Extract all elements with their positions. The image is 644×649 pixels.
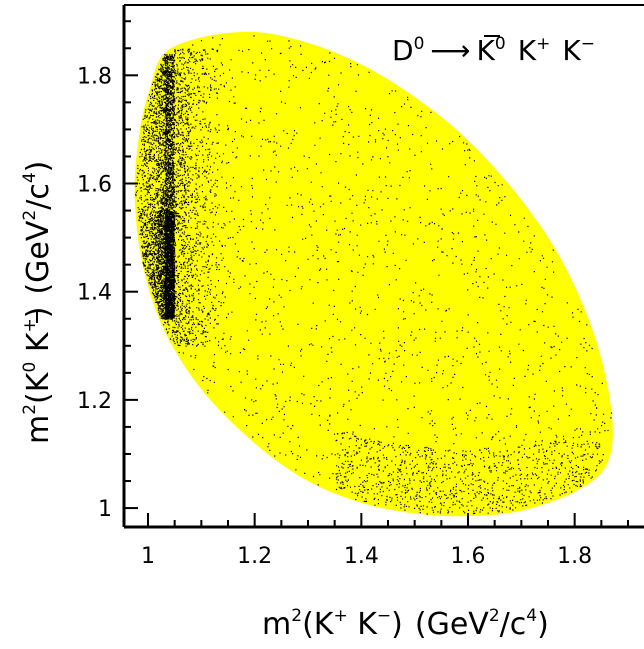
ticks-layer: 1 1.2 1.4 1.6 1.8 1 1.2 1.4 1.6 1.8 <box>77 20 629 569</box>
xlabel-close: ) <box>391 607 403 642</box>
title-k0: K <box>477 34 496 67</box>
ylabel-m-sup: 2 <box>20 404 40 415</box>
y-tick-label: 1.2 <box>77 389 112 414</box>
ylabel-close: ) <box>21 307 56 319</box>
ylabel-mid: K <box>21 331 56 362</box>
title-parent-sup: 0 <box>414 34 425 54</box>
y-tick-label: 1.4 <box>77 281 112 306</box>
ylabel-kplus-sup: + <box>20 318 40 332</box>
xlabel-unit-mid: /c <box>500 607 527 642</box>
title-kplus: K <box>518 34 537 67</box>
ylabel-unit-open: (GeV <box>21 220 56 294</box>
ylabel-unit-mid: /c <box>21 183 56 210</box>
xlabel-gev-sup: 2 <box>489 606 500 626</box>
title-arrow: ⟶ <box>430 34 470 67</box>
xlabel-m-sup: 2 <box>291 606 302 626</box>
x-tick-label: 1.8 <box>557 544 592 569</box>
y-axis-label: m2(K0 K+)(GeV2/c4) <box>20 161 56 444</box>
xlabel-c-sup: 4 <box>526 606 537 626</box>
x-tick-label: 1.4 <box>344 544 379 569</box>
xlabel-open: (K <box>302 607 335 642</box>
xlabel-mid: K <box>348 607 379 642</box>
xlabel-unit-open: (GeV <box>415 607 489 642</box>
y-tick-label: 1 <box>98 497 112 522</box>
chart-title: D0 ⟶ K0 K+ K− <box>392 34 595 67</box>
title-kminus-sup: − <box>581 34 595 54</box>
y-tick-label: 1.6 <box>77 173 112 198</box>
x-axis-label: m2(K+ K−) (GeV2/c4) <box>262 606 549 642</box>
title-parent: D <box>392 34 414 67</box>
title-kplus-sup: + <box>536 34 550 54</box>
ylabel-unit-close: ) <box>21 161 56 173</box>
kinematic-region <box>134 31 613 517</box>
ylabel-open: (K <box>21 371 56 404</box>
xlabel-kminus-sup: − <box>377 606 391 626</box>
y-tick-label: 1.8 <box>77 64 112 89</box>
xlabel-kplus-sup: + <box>333 606 347 626</box>
ylabel-k0-sup: 0 <box>20 362 40 373</box>
x-tick-label: 1.2 <box>237 544 272 569</box>
ylabel-m: m <box>21 415 56 444</box>
kinematic-region-layer <box>134 31 613 517</box>
xlabel-unit-close: ) <box>537 607 549 642</box>
title-kminus: K <box>562 34 581 67</box>
xlabel-m: m <box>262 607 291 642</box>
ylabel-c-sup: 4 <box>20 172 40 183</box>
axis-frame <box>122 4 644 529</box>
title-k0-sup: 0 <box>495 34 506 54</box>
x-tick-label: 1.6 <box>451 544 486 569</box>
ylabel-gev-sup: 2 <box>20 210 40 221</box>
x-tick-label: 1 <box>141 544 155 569</box>
